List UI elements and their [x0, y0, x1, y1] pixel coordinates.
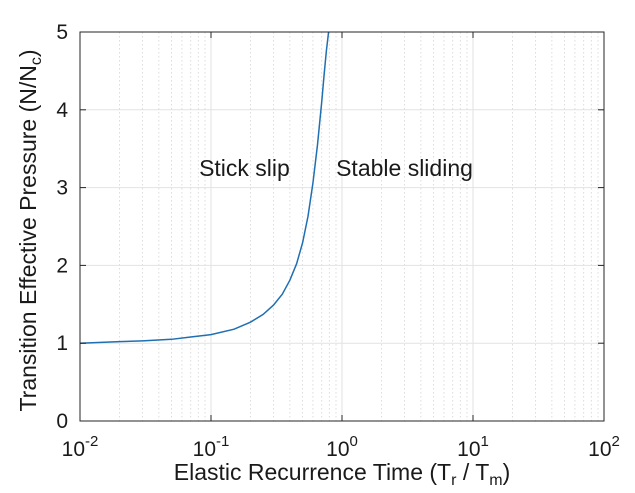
- y-axis-label: Transition Effective Pressure (N/Nc): [15, 49, 45, 411]
- y-tick-label: 0: [56, 410, 68, 433]
- x-tick-label: 102: [588, 433, 620, 461]
- x-tick-label: 10-1: [193, 433, 230, 461]
- y-tick-label: 3: [56, 177, 68, 200]
- region-annotation: Stable sliding: [336, 155, 473, 181]
- y-tick-label: 5: [56, 21, 68, 44]
- region-annotation: Stick slip: [199, 155, 290, 181]
- ticks: 10-2 10-1 100 101 102 0 1 2 3 4 5: [56, 21, 620, 461]
- y-tick-label: 1: [56, 332, 68, 355]
- x-tick-label: 100: [326, 433, 358, 461]
- curve-layer: [79, 31, 330, 344]
- data-series-line: [79, 31, 330, 344]
- grid: [79, 31, 605, 422]
- x-tick-label: 101: [457, 433, 489, 461]
- annotations: Stick slip Stable sliding: [199, 155, 473, 181]
- y-tick-label: 2: [56, 254, 68, 277]
- x-axis-label: Elastic Recurrence Time (Tr / Tm): [174, 459, 511, 489]
- y-tick-label: 4: [56, 99, 68, 122]
- x-tick-label: 10-2: [62, 433, 99, 461]
